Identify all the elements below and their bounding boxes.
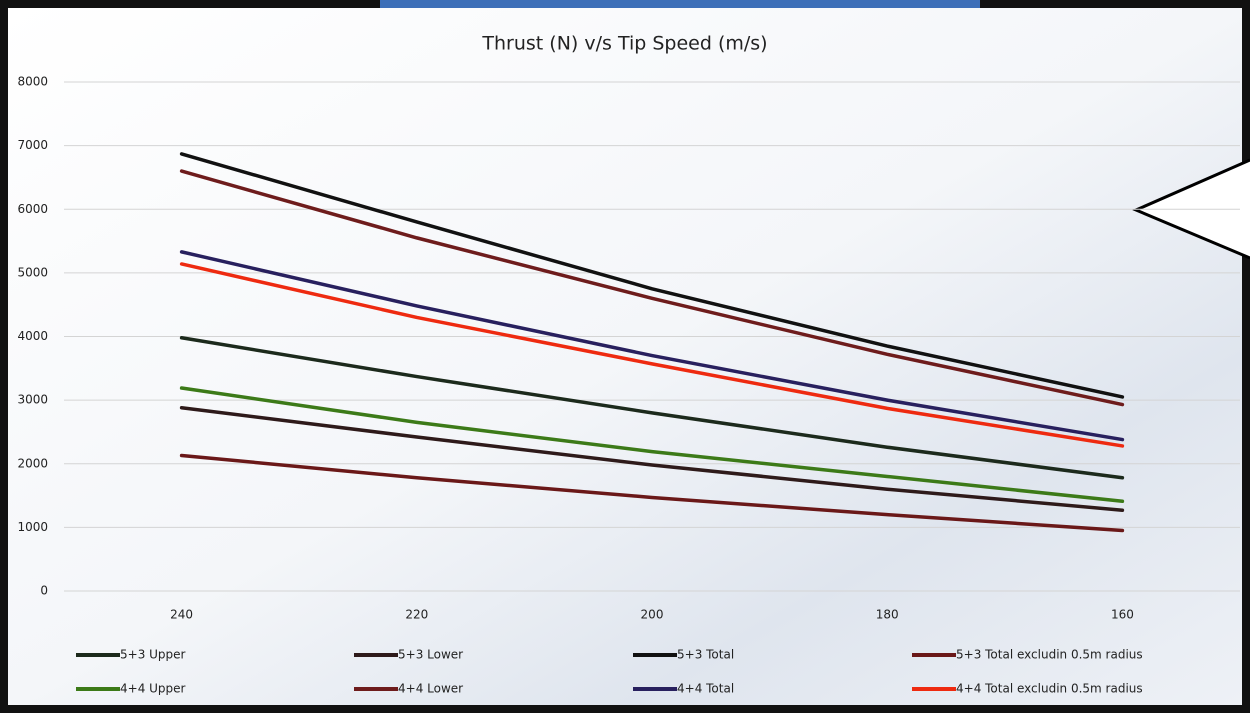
x-tick-label: 220 [405,608,428,622]
y-tick-label: 3000 [17,393,48,407]
page: {"chart_data": {"type": "line", "title":… [0,0,1250,717]
legend-label: 4+4 Upper [120,682,186,696]
top-strip [380,0,980,8]
x-tick-label: 200 [641,608,664,622]
legend-label: 5+3 Lower [398,648,463,662]
y-tick-label: 0 [40,584,48,598]
legend-label: 4+4 Total [677,682,734,696]
y-tick-label: 6000 [17,202,48,216]
y-tick-label: 1000 [17,520,48,534]
legend-label: 4+4 Total excludin 0.5m radius [956,682,1143,696]
chart: Thrust (N) v/s Tip Speed (m/s) 0 1000 2000… [0,0,1250,713]
chart-title: Thrust (N) v/s Tip Speed (m/s) [481,33,767,55]
legend-label: 5+3 Upper [120,648,186,662]
y-tick-label: 8000 [17,75,48,89]
legend-label: 5+3 Total [677,648,734,662]
legend-label: 5+3 Total excludin 0.5m radius [956,648,1143,662]
x-tick-label: 180 [876,608,899,622]
y-tick-label: 7000 [17,138,48,152]
y-tick-label: 4000 [17,329,48,343]
legend-label: 4+4 Lower [398,682,463,696]
x-tick-label: 160 [1111,608,1134,622]
y-tick-label: 5000 [17,265,48,279]
y-tick-label: 2000 [17,456,48,470]
plot-background [8,8,1242,705]
x-tick-label: 240 [170,608,193,622]
